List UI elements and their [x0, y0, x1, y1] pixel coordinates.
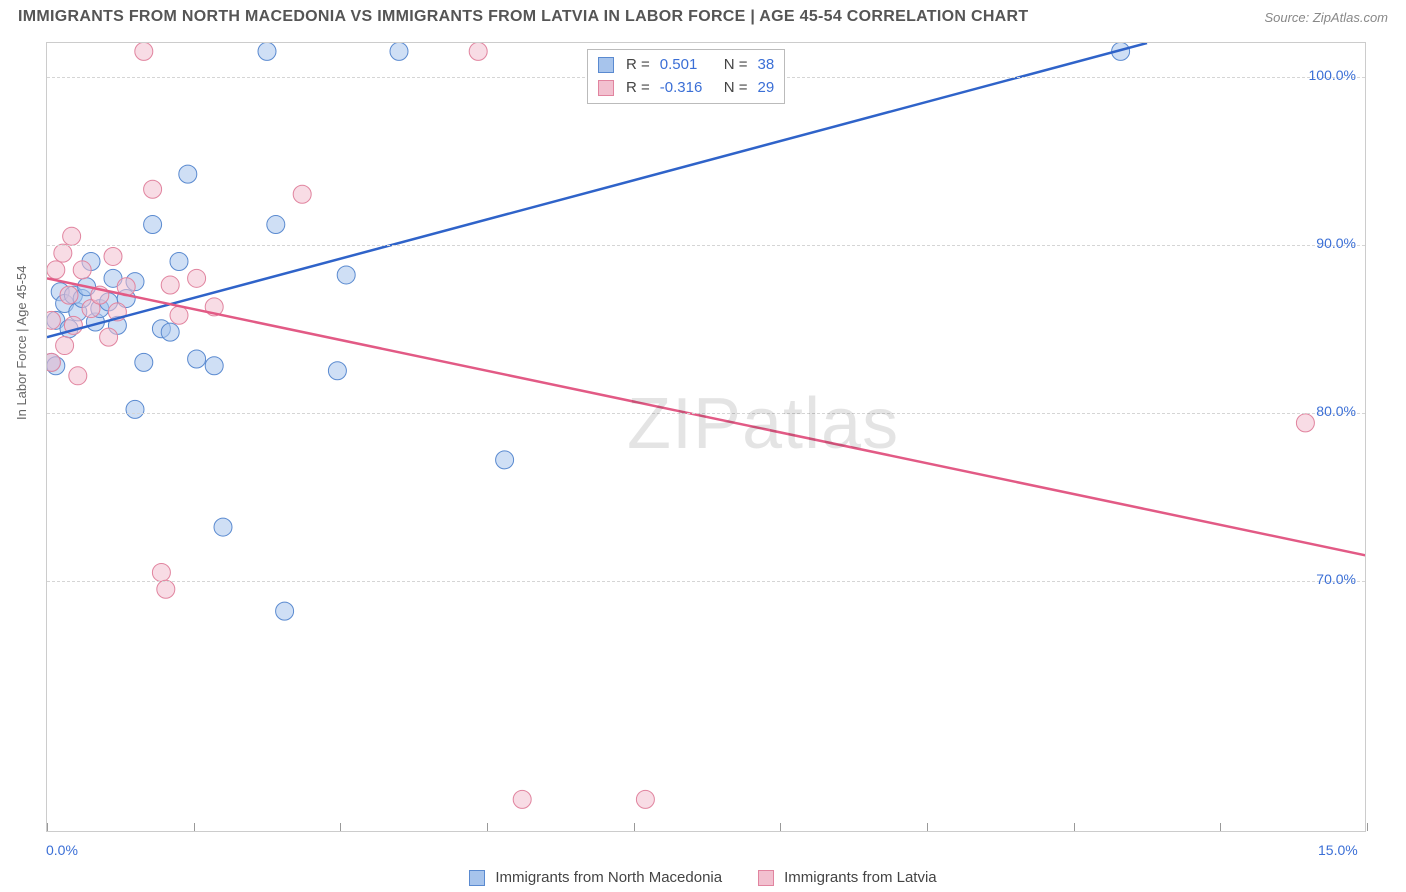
legend-swatch — [758, 870, 774, 886]
data-point — [104, 247, 122, 265]
data-point — [56, 337, 74, 355]
data-point — [144, 216, 162, 234]
y-tick-label: 90.0% — [1316, 235, 1356, 251]
legend-label: Immigrants from Latvia — [784, 869, 937, 886]
source-attribution: Source: ZipAtlas.com — [1264, 10, 1388, 25]
stats-row: R = 0.501 N = 38 — [598, 54, 774, 77]
gridline-horizontal — [47, 581, 1365, 582]
legend-swatch — [469, 870, 485, 886]
data-point — [496, 451, 514, 469]
data-point — [161, 323, 179, 341]
x-tick-mark — [927, 823, 928, 831]
data-point — [69, 367, 87, 385]
data-point — [188, 269, 206, 287]
chart-title: IMMIGRANTS FROM NORTH MACEDONIA VS IMMIG… — [18, 8, 1028, 26]
x-tick-mark — [780, 823, 781, 831]
n-label: N = — [724, 77, 748, 100]
data-point — [73, 261, 91, 279]
gridline-horizontal — [47, 245, 1365, 246]
x-tick-mark — [487, 823, 488, 831]
stats-row: R = -0.316 N = 29 — [598, 77, 774, 100]
data-point — [157, 580, 175, 598]
data-point — [47, 261, 65, 279]
data-point — [188, 350, 206, 368]
data-point — [328, 362, 346, 380]
correlation-stats-box: R = 0.501 N = 38 R = -0.316 N = 29 — [587, 49, 785, 104]
r-label: R = — [626, 54, 650, 77]
n-value: 38 — [758, 54, 775, 77]
data-point — [126, 400, 144, 418]
data-point — [267, 216, 285, 234]
r-label: R = — [626, 77, 650, 100]
y-tick-label: 70.0% — [1316, 571, 1356, 587]
data-point — [47, 311, 60, 329]
x-tick-label: 15.0% — [1318, 842, 1358, 858]
x-tick-mark — [1074, 823, 1075, 831]
data-point — [47, 353, 60, 371]
data-point — [60, 286, 78, 304]
data-point — [152, 563, 170, 581]
y-axis-label: In Labor Force | Age 45-54 — [14, 266, 29, 420]
trend-line — [47, 278, 1365, 555]
y-tick-label: 80.0% — [1316, 403, 1356, 419]
data-point — [161, 276, 179, 294]
series-swatch — [598, 80, 614, 96]
data-point — [179, 165, 197, 183]
scatter-svg — [47, 43, 1365, 831]
chart-plot-area: ZIPatlas R =0.501N =38R =-0.316N =29 — [46, 42, 1366, 832]
legend-item: Immigrants from Latvia — [758, 869, 937, 886]
data-point — [170, 306, 188, 324]
data-point — [390, 43, 408, 60]
x-tick-mark — [1220, 823, 1221, 831]
gridline-horizontal — [47, 413, 1365, 414]
data-point — [205, 357, 223, 375]
x-tick-mark — [194, 823, 195, 831]
data-point — [337, 266, 355, 284]
legend-label: Immigrants from North Macedonia — [495, 869, 722, 886]
data-point — [1296, 414, 1314, 432]
x-tick-mark — [47, 823, 48, 831]
data-point — [469, 43, 487, 60]
r-value: 0.501 — [660, 54, 714, 77]
n-label: N = — [724, 54, 748, 77]
x-tick-mark — [1367, 823, 1368, 831]
data-point — [54, 244, 72, 262]
series-swatch — [598, 57, 614, 73]
data-point — [513, 790, 531, 808]
data-point — [276, 602, 294, 620]
data-point — [636, 790, 654, 808]
series-legend: Immigrants from North Macedonia Immigrant… — [0, 869, 1406, 886]
r-value: -0.316 — [660, 77, 714, 100]
data-point — [293, 185, 311, 203]
data-point — [135, 43, 153, 60]
x-tick-mark — [340, 823, 341, 831]
data-point — [258, 43, 276, 60]
legend-item: Immigrants from North Macedonia — [469, 869, 722, 886]
data-point — [214, 518, 232, 536]
data-point — [63, 227, 81, 245]
n-value: 29 — [758, 77, 775, 100]
y-tick-label: 100.0% — [1309, 67, 1356, 83]
x-tick-label: 0.0% — [46, 842, 78, 858]
data-point — [170, 253, 188, 271]
data-point — [144, 180, 162, 198]
data-point — [135, 353, 153, 371]
x-tick-mark — [634, 823, 635, 831]
data-point — [100, 328, 118, 346]
